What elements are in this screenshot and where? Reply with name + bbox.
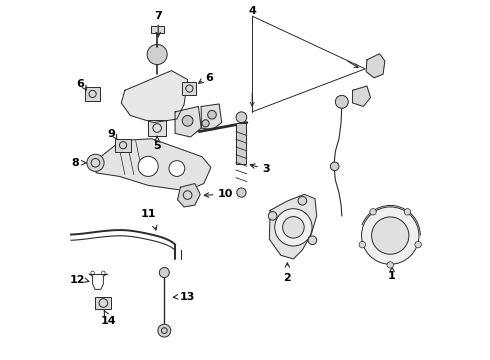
Circle shape: [371, 217, 409, 254]
Polygon shape: [96, 139, 211, 191]
Circle shape: [202, 120, 209, 127]
Polygon shape: [366, 54, 385, 78]
Polygon shape: [122, 71, 188, 123]
Circle shape: [275, 209, 312, 246]
Text: 14: 14: [101, 316, 117, 325]
Circle shape: [236, 112, 247, 123]
Bar: [182, 82, 196, 95]
Polygon shape: [175, 107, 201, 137]
Text: 6: 6: [76, 79, 84, 89]
Circle shape: [387, 262, 393, 268]
Text: 5: 5: [153, 140, 161, 150]
Bar: [96, 297, 111, 310]
Text: 8: 8: [72, 158, 79, 168]
Circle shape: [330, 162, 339, 171]
Text: 12: 12: [70, 275, 85, 285]
Circle shape: [169, 161, 185, 176]
Bar: [115, 139, 131, 152]
Circle shape: [159, 267, 170, 278]
Polygon shape: [353, 86, 370, 107]
Circle shape: [269, 212, 277, 220]
Circle shape: [147, 44, 167, 64]
Text: 3: 3: [262, 163, 270, 174]
Polygon shape: [177, 184, 200, 207]
Text: 4: 4: [248, 6, 256, 16]
Circle shape: [362, 207, 419, 264]
Text: 11: 11: [141, 210, 156, 220]
Circle shape: [308, 236, 317, 244]
Circle shape: [87, 154, 104, 171]
Circle shape: [158, 324, 171, 337]
Text: 2: 2: [283, 273, 291, 283]
Text: 9: 9: [108, 129, 116, 139]
Bar: [236, 123, 246, 164]
Circle shape: [283, 217, 304, 238]
Polygon shape: [270, 194, 317, 259]
Circle shape: [370, 208, 376, 215]
Circle shape: [182, 116, 193, 126]
Text: 1: 1: [388, 271, 396, 282]
Circle shape: [359, 242, 366, 248]
Circle shape: [335, 95, 348, 108]
Polygon shape: [201, 104, 221, 130]
Circle shape: [298, 197, 307, 205]
Text: 7: 7: [154, 11, 162, 21]
Text: 10: 10: [218, 189, 233, 199]
Circle shape: [404, 208, 411, 215]
Text: 6: 6: [205, 73, 214, 83]
Circle shape: [237, 188, 246, 197]
Bar: [151, 26, 164, 33]
Text: 13: 13: [180, 292, 195, 302]
Circle shape: [208, 111, 216, 119]
Bar: [148, 120, 166, 136]
Circle shape: [138, 156, 158, 176]
Bar: [85, 87, 100, 101]
Circle shape: [415, 242, 421, 248]
